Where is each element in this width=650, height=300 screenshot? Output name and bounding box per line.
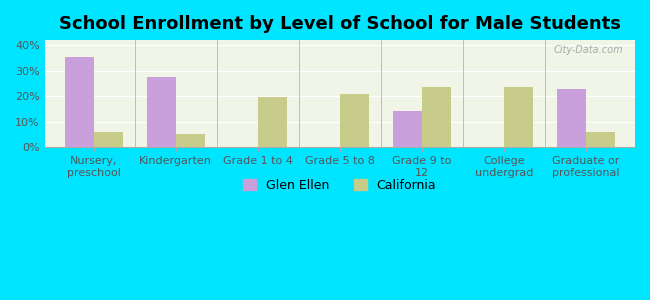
Bar bbox=[258, 98, 287, 147]
Bar bbox=[557, 88, 586, 147]
Bar bbox=[147, 77, 176, 147]
Bar bbox=[94, 132, 122, 147]
Bar bbox=[586, 132, 614, 147]
Bar bbox=[176, 134, 205, 147]
Bar bbox=[393, 112, 422, 147]
Text: City-Data.com: City-Data.com bbox=[554, 46, 623, 56]
Title: School Enrollment by Level of School for Male Students: School Enrollment by Level of School for… bbox=[59, 15, 621, 33]
Bar bbox=[65, 57, 94, 147]
Bar bbox=[340, 94, 369, 147]
Bar bbox=[504, 87, 532, 147]
Bar bbox=[422, 87, 450, 147]
Legend: Glen Ellen, California: Glen Ellen, California bbox=[239, 173, 441, 196]
